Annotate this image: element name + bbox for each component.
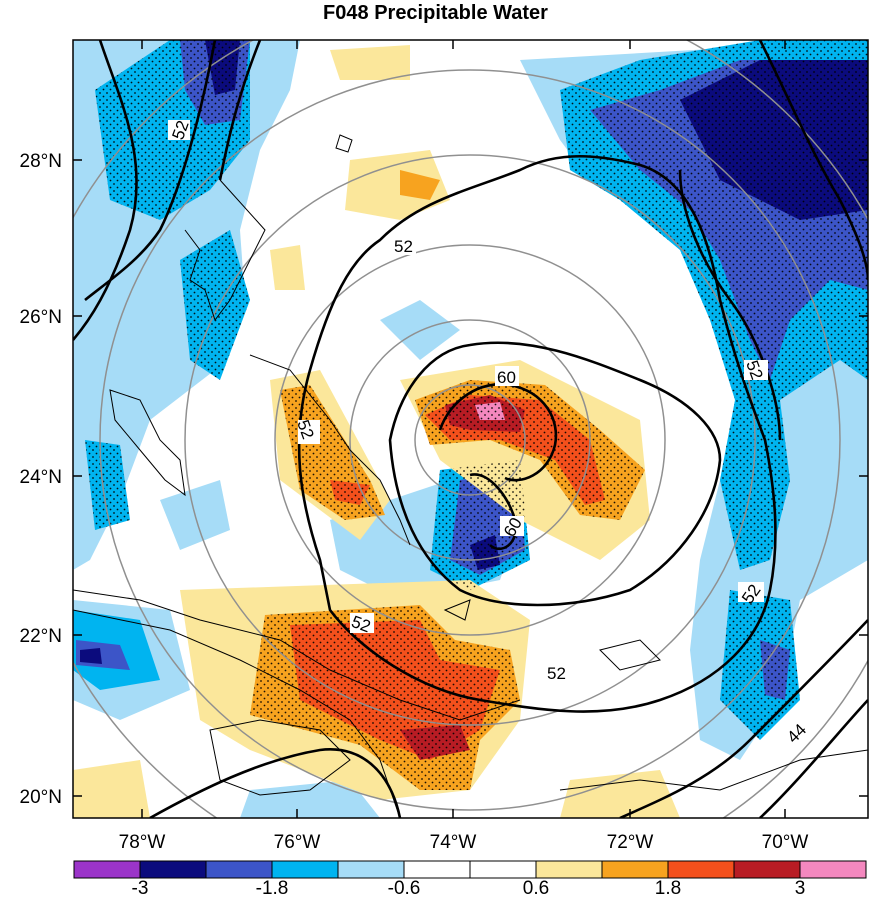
colorbar bbox=[73, 860, 867, 879]
lon-label-74w: 74°W bbox=[430, 832, 477, 853]
lon-label-78w: 78°W bbox=[119, 832, 166, 853]
contour-label-group: 52 52 52 52 52 52 60 60 52 44 bbox=[168, 118, 810, 747]
contour-label: 52 bbox=[547, 664, 566, 683]
coastlines bbox=[73, 134, 868, 818]
lat-label-24n: 24°N bbox=[20, 467, 62, 488]
lon-label-76w: 76°W bbox=[274, 832, 321, 853]
map-plot-area: 52 52 52 52 52 52 60 60 52 44 bbox=[73, 40, 868, 818]
colorbar-swatch bbox=[403, 860, 471, 879]
colorbar-swatch bbox=[535, 860, 603, 879]
colorbar-swatch bbox=[469, 860, 537, 879]
colorbar-label-3: 3 bbox=[795, 878, 806, 899]
colorbar-swatch bbox=[667, 860, 735, 879]
map-frame bbox=[72, 39, 869, 819]
colorbar-swatch bbox=[601, 860, 669, 879]
lon-label-70w: 70°W bbox=[762, 832, 809, 853]
colorbar-label-neg0-6: -0.6 bbox=[388, 878, 421, 899]
lat-label-20n: 20°N bbox=[20, 787, 62, 808]
lat-label-22n: 22°N bbox=[20, 626, 62, 647]
colorbar-label-0-6: 0.6 bbox=[523, 878, 549, 899]
contour-label: 52 bbox=[394, 237, 413, 256]
lon-label-72w: 72°W bbox=[607, 832, 654, 853]
longitude-axis bbox=[141, 40, 786, 818]
colorbar-swatch bbox=[205, 860, 273, 879]
colorbar-swatch bbox=[139, 860, 207, 879]
contour-label: 60 bbox=[497, 368, 516, 387]
pw-contours bbox=[73, 40, 868, 818]
colorbar-swatch bbox=[337, 860, 405, 879]
colorbar-swatch bbox=[271, 860, 339, 879]
colorbar-swatch bbox=[799, 860, 867, 879]
colorbar-label-neg3: -3 bbox=[132, 878, 149, 899]
latitude-axis bbox=[73, 159, 868, 797]
colorbar-swatch bbox=[73, 860, 141, 879]
colorbar-label-neg1-8: -1.8 bbox=[256, 878, 289, 899]
lat-label-28n: 28°N bbox=[20, 151, 62, 172]
colorbar-swatch bbox=[733, 860, 801, 879]
range-rings bbox=[73, 40, 868, 818]
significance-stipple bbox=[85, 40, 868, 790]
colorbar-label-1-8: 1.8 bbox=[655, 878, 681, 899]
map-title: F048 Precipitable Water bbox=[323, 2, 548, 24]
lat-label-26n: 26°N bbox=[20, 307, 62, 328]
